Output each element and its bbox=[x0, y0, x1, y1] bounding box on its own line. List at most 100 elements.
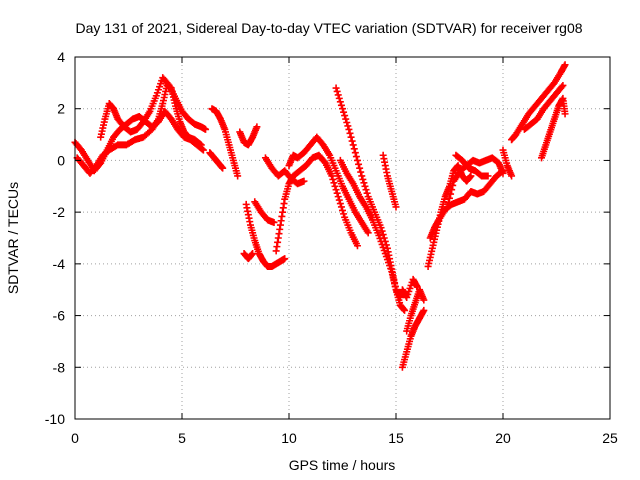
data-point bbox=[104, 118, 106, 120]
y-tick-label: 2 bbox=[57, 101, 65, 117]
data-series bbox=[452, 151, 492, 180]
data-point bbox=[399, 296, 401, 299]
data-point bbox=[506, 165, 508, 167]
data-point bbox=[549, 131, 551, 133]
data-point bbox=[108, 102, 110, 105]
data-point bbox=[361, 175, 363, 177]
data-point bbox=[260, 211, 262, 213]
data-point bbox=[543, 108, 545, 110]
data-point bbox=[485, 159, 487, 162]
data-point bbox=[194, 139, 196, 141]
data-point bbox=[187, 136, 190, 138]
data-point bbox=[267, 219, 269, 221]
data-point bbox=[284, 170, 286, 172]
data-point bbox=[299, 170, 301, 172]
data-point bbox=[151, 128, 153, 130]
data-point bbox=[553, 118, 555, 120]
data-point bbox=[444, 208, 446, 211]
data-point bbox=[352, 183, 354, 185]
data-point bbox=[256, 126, 258, 128]
data-point bbox=[224, 128, 226, 130]
data-point bbox=[455, 154, 457, 156]
data-point bbox=[292, 154, 294, 156]
data-point bbox=[157, 118, 160, 120]
data-point bbox=[80, 149, 83, 151]
data-point bbox=[339, 159, 341, 162]
data-series bbox=[424, 162, 475, 270]
data-point bbox=[232, 159, 234, 162]
data-point bbox=[331, 175, 333, 177]
data-point bbox=[117, 144, 119, 146]
data-point bbox=[474, 170, 476, 172]
data-point bbox=[468, 167, 470, 169]
data-point bbox=[348, 198, 350, 200]
data-point bbox=[177, 128, 179, 130]
data-point bbox=[412, 278, 414, 280]
data-point bbox=[414, 302, 416, 304]
data-point bbox=[515, 133, 517, 136]
data-point bbox=[102, 154, 104, 156]
data-point bbox=[249, 224, 252, 226]
data-point bbox=[305, 165, 307, 167]
data-point bbox=[401, 366, 404, 368]
data-point bbox=[540, 157, 543, 159]
data-point bbox=[303, 152, 305, 154]
x-tick-label: 25 bbox=[602, 430, 618, 446]
data-point bbox=[365, 206, 367, 208]
data-series bbox=[236, 123, 261, 149]
data-point bbox=[367, 232, 369, 234]
grid-lines bbox=[75, 57, 610, 419]
y-tick-label: -4 bbox=[53, 256, 66, 272]
data-point bbox=[100, 136, 102, 138]
data-point bbox=[530, 123, 532, 125]
data-point bbox=[391, 271, 393, 273]
data-point bbox=[510, 139, 513, 141]
data-point bbox=[431, 247, 433, 249]
data-point bbox=[457, 201, 459, 203]
data-point bbox=[252, 136, 254, 138]
data-point bbox=[423, 309, 425, 311]
y-axis-title: SDTVAR / TECUs bbox=[5, 182, 21, 294]
data-point bbox=[215, 110, 217, 112]
data-point bbox=[108, 149, 110, 151]
data-point bbox=[155, 95, 157, 97]
y-tick-label: -10 bbox=[45, 411, 65, 427]
data-point bbox=[264, 157, 267, 159]
data-point bbox=[95, 165, 97, 167]
data-point bbox=[453, 180, 455, 182]
data-point bbox=[202, 149, 204, 151]
data-point bbox=[284, 258, 286, 260]
data-point bbox=[245, 203, 247, 205]
data-point bbox=[534, 105, 536, 107]
data-point-markers bbox=[379, 151, 400, 211]
data-point bbox=[483, 190, 485, 193]
data-point bbox=[254, 201, 256, 203]
data-point bbox=[279, 224, 282, 226]
data-point bbox=[391, 190, 393, 193]
data-series bbox=[398, 275, 421, 301]
data-point bbox=[290, 177, 292, 180]
data-point bbox=[211, 108, 213, 110]
data-point bbox=[406, 296, 408, 299]
data-point bbox=[395, 206, 397, 208]
data-point bbox=[174, 97, 177, 99]
data-point bbox=[371, 219, 374, 221]
data-point bbox=[386, 175, 389, 177]
y-tick-label: 0 bbox=[57, 152, 65, 168]
data-point bbox=[453, 170, 455, 172]
data-point bbox=[119, 128, 121, 130]
data-point bbox=[481, 175, 483, 177]
data-point bbox=[395, 289, 397, 291]
data-point bbox=[162, 77, 164, 79]
data-point bbox=[219, 118, 222, 120]
data-point bbox=[491, 157, 493, 159]
data-point bbox=[273, 221, 275, 224]
data-point bbox=[502, 149, 504, 151]
x-tick-label: 10 bbox=[281, 430, 297, 446]
data-point bbox=[324, 162, 326, 164]
data-point bbox=[335, 87, 337, 89]
data-point bbox=[478, 162, 481, 164]
data-series bbox=[240, 250, 257, 263]
data-point bbox=[267, 265, 269, 268]
data-point bbox=[112, 108, 115, 110]
